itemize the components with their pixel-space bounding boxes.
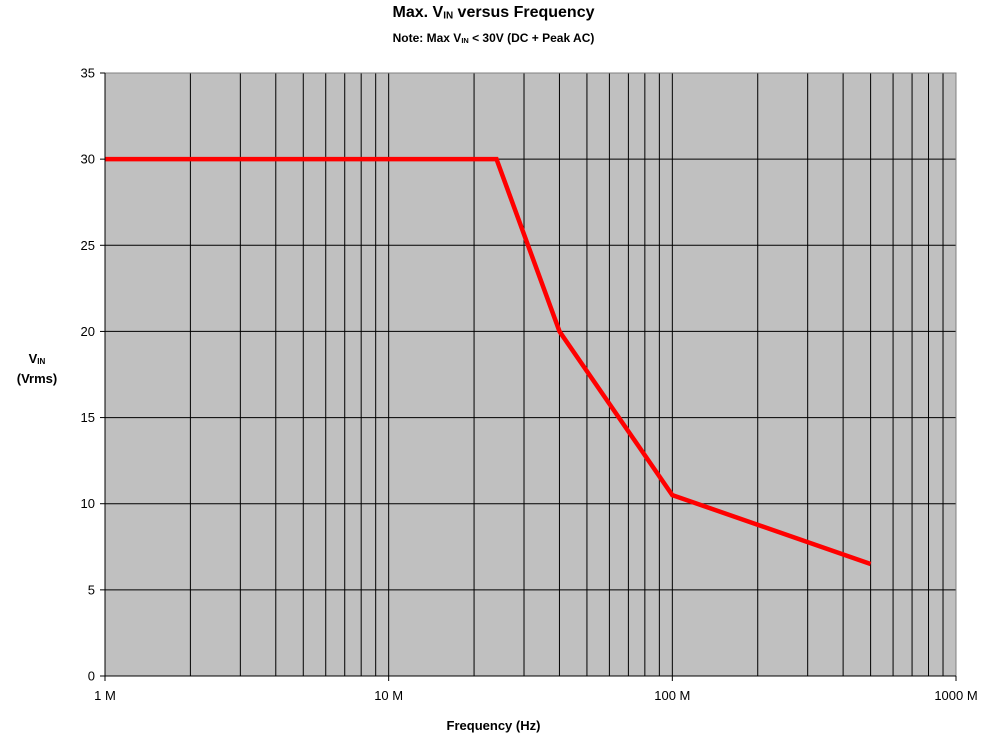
chart-title: Max. VIN versus Frequency (392, 4, 595, 22)
series-line (105, 156, 872, 567)
y-tick-label: 10 (81, 496, 95, 511)
x-tick-label: 1000 M (934, 688, 977, 703)
y-tick-label: 30 (81, 152, 95, 167)
x-tick-label: 1 M (94, 688, 116, 703)
y-tick-label: 25 (81, 238, 95, 253)
y-tick-label: 5 (88, 582, 95, 597)
plot-area (105, 73, 956, 676)
y-tick-label: 35 (81, 66, 95, 81)
y-tick-label: 20 (81, 324, 95, 339)
axis-layer: 0 5 10 15 20 25 30 35 1 M 10 M 100 M 1000 M (81, 66, 978, 704)
grid-lines (105, 73, 956, 676)
x-axis-label: Frequency (Hz) (446, 718, 541, 733)
series-layer (105, 156, 872, 567)
chart-subtitle: Note: Max VIN < 30V (DC + Peak AC) (392, 31, 595, 46)
x-tick-label: 10 M (374, 688, 403, 703)
y-tick-label: 0 (88, 669, 95, 684)
y-tick-label: 15 (81, 410, 95, 425)
y-axis-label: VIN (Vrms) (16, 351, 58, 387)
x-tick-label: 100 M (654, 688, 690, 703)
